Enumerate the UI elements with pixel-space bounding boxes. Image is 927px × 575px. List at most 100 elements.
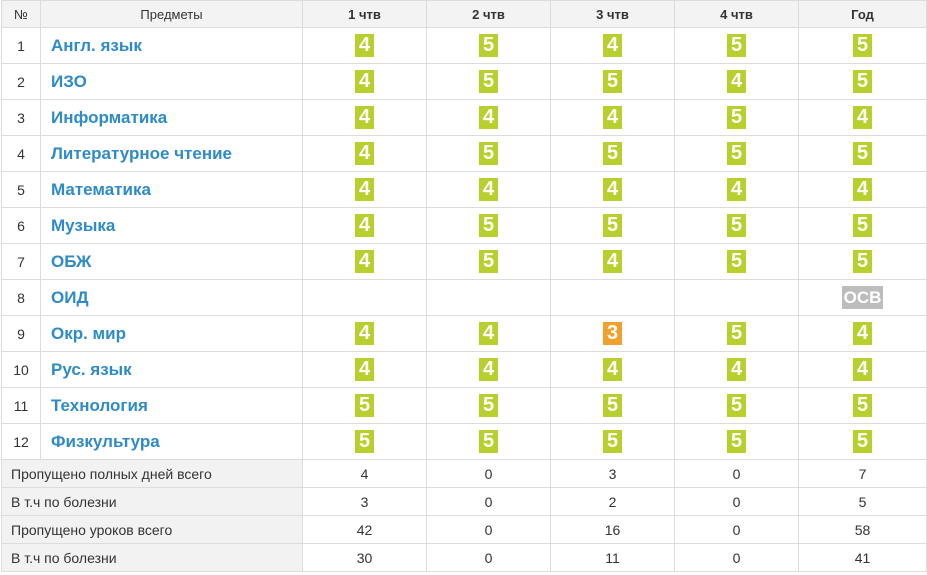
grade-badge[interactable]: 4: [603, 358, 622, 381]
grade-badge[interactable]: 5: [727, 394, 746, 417]
subject-link[interactable]: Музыка: [51, 215, 116, 235]
grade-badge[interactable]: 5: [355, 430, 374, 453]
subject-link[interactable]: Рус. язык: [51, 359, 132, 379]
grade-badge[interactable]: 4: [355, 70, 374, 93]
grade-badge[interactable]: 5: [603, 394, 622, 417]
grade-badge[interactable]: 5: [727, 142, 746, 165]
mark-cell: 4: [550, 99, 675, 136]
subject-link[interactable]: Физкультура: [51, 431, 160, 451]
subject-link[interactable]: Технология: [51, 395, 148, 415]
grade-badge[interactable]: 4: [727, 358, 746, 381]
stat-value: 0: [426, 459, 551, 488]
subject-link[interactable]: ОИД: [51, 287, 89, 307]
subject-row: 2 ИЗО 4 5 5 4 5: [1, 63, 927, 100]
grade-badge[interactable]: 5: [603, 142, 622, 165]
grade-badge[interactable]: 5: [479, 214, 498, 237]
subject-link[interactable]: Англ. язык: [51, 35, 142, 55]
grade-badge[interactable]: 4: [603, 178, 622, 201]
grade-badge[interactable]: 4: [727, 70, 746, 93]
grade-badge[interactable]: 5: [727, 250, 746, 273]
mark-cell: 5: [674, 27, 799, 64]
grade-badge[interactable]: 5: [479, 34, 498, 57]
subject-row: 9 Окр. мир 4 4 3 5 4: [1, 315, 927, 352]
stat-value: 0: [674, 543, 799, 572]
grade-badge[interactable]: 4: [479, 358, 498, 381]
grade-badge[interactable]: 5: [853, 142, 872, 165]
grade-badge[interactable]: 5: [853, 34, 872, 57]
grade-badge[interactable]: 5: [853, 214, 872, 237]
subject-link[interactable]: Математика: [51, 179, 151, 199]
grade-badge[interactable]: 5: [479, 394, 498, 417]
mark-cell: 4: [798, 171, 927, 208]
mark-cell: 4: [302, 243, 427, 280]
grade-badge[interactable]: 4: [479, 178, 498, 201]
subject-link[interactable]: Окр. мир: [51, 323, 126, 343]
row-number: 12: [1, 423, 41, 460]
header-row: № Предметы 1 чтв 2 чтв 3 чтв 4 чтв Год: [1, 0, 927, 28]
subject-row: 10 Рус. язык 4 4 4 4 4: [1, 351, 927, 388]
grade-badge[interactable]: 4: [853, 322, 872, 345]
grade-badge[interactable]: 5: [853, 70, 872, 93]
grade-badge[interactable]: 4: [479, 106, 498, 129]
mark-cell: 5: [550, 63, 675, 100]
mark-cell: 4: [426, 351, 551, 388]
stat-value: 3: [302, 487, 427, 516]
grade-badge[interactable]: 5: [727, 106, 746, 129]
grade-badge[interactable]: 4: [355, 34, 374, 57]
grade-badge[interactable]: 5: [479, 430, 498, 453]
stat-label: В т.ч по болезни: [1, 487, 303, 516]
grade-badge[interactable]: ОСВ: [841, 286, 884, 309]
stat-value: 42: [302, 515, 427, 544]
grade-badge[interactable]: 4: [479, 322, 498, 345]
grade-badge[interactable]: 4: [355, 106, 374, 129]
grade-badge[interactable]: 5: [479, 142, 498, 165]
subject-link[interactable]: Информатика: [51, 107, 168, 127]
grade-badge[interactable]: 5: [853, 250, 872, 273]
grade-badge[interactable]: 4: [355, 142, 374, 165]
mark-cell: 5: [426, 207, 551, 244]
stat-value: 0: [674, 515, 799, 544]
grade-badge[interactable]: 4: [355, 178, 374, 201]
subject-row: 1 Англ. язык 4 5 4 5 5: [1, 27, 927, 64]
subject-cell: ОБЖ: [40, 243, 303, 280]
subject-link[interactable]: ОБЖ: [51, 251, 92, 271]
grade-badge[interactable]: 4: [853, 178, 872, 201]
grade-badge[interactable]: 5: [727, 322, 746, 345]
grade-badge[interactable]: 5: [479, 250, 498, 273]
grade-badge[interactable]: 4: [853, 358, 872, 381]
subject-link[interactable]: Литературное чтение: [51, 143, 233, 163]
grade-badge[interactable]: 4: [603, 250, 622, 273]
grade-badge[interactable]: 5: [355, 394, 374, 417]
grade-badge[interactable]: 3: [603, 322, 622, 345]
grade-badge[interactable]: 4: [355, 322, 374, 345]
mark-cell: 5: [426, 243, 551, 280]
mark-cell: 5: [426, 135, 551, 172]
mark-cell: 4: [302, 63, 427, 100]
grade-badge[interactable]: 5: [853, 430, 872, 453]
subject-row: 3 Информатика 4 4 4 5 4: [1, 99, 927, 136]
grade-badge[interactable]: 5: [603, 214, 622, 237]
mark-cell: 5: [426, 423, 551, 460]
stat-value: 7: [798, 459, 927, 488]
grade-badge[interactable]: 5: [603, 430, 622, 453]
grade-badge[interactable]: 5: [727, 34, 746, 57]
grade-badge[interactable]: 5: [603, 70, 622, 93]
grade-badge[interactable]: 5: [727, 430, 746, 453]
grade-badge[interactable]: 5: [853, 394, 872, 417]
mark-cell: 4: [302, 99, 427, 136]
subject-row: 8 ОИД ОСВ: [1, 279, 927, 316]
grade-badge[interactable]: 4: [727, 178, 746, 201]
grade-badge[interactable]: 5: [727, 214, 746, 237]
grade-badge[interactable]: 4: [603, 106, 622, 129]
grade-badge[interactable]: 4: [603, 34, 622, 57]
mark-cell: 5: [674, 387, 799, 424]
mark-cell: 5: [798, 63, 927, 100]
subject-cell: Информатика: [40, 99, 303, 136]
grade-badge[interactable]: 4: [355, 214, 374, 237]
subject-cell: ОИД: [40, 279, 303, 316]
grade-badge[interactable]: 4: [355, 358, 374, 381]
grade-badge[interactable]: 4: [853, 106, 872, 129]
grade-badge[interactable]: 5: [479, 70, 498, 93]
subject-link[interactable]: ИЗО: [51, 71, 87, 91]
grade-badge[interactable]: 4: [355, 250, 374, 273]
